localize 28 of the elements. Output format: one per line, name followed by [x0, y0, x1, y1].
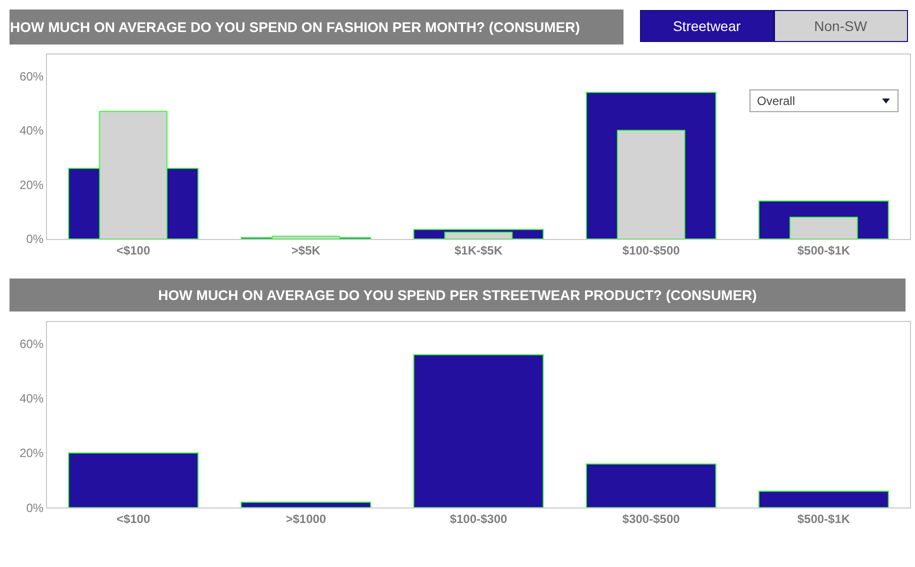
x-tick-label: $300-$500	[622, 512, 680, 526]
y-tick-label: 40%	[20, 392, 44, 406]
y-tick-label: 0%	[26, 232, 44, 246]
bar	[68, 452, 199, 508]
bar	[586, 463, 716, 508]
y-tick-label: 60%	[20, 69, 44, 84]
y-tick-label: 60%	[20, 337, 44, 352]
chart-title: HOW MUCH ON AVERAGE DO YOU SPEND ON FASHION PER MONTH? (CONSUMER)	[10, 19, 580, 35]
y-tick-label: 20%	[20, 178, 44, 192]
x-tick-label: <$100	[116, 512, 150, 526]
bar	[758, 490, 889, 508]
x-tick-label: $500-$1K	[797, 243, 850, 258]
x-tick-label: $500-$1K	[797, 512, 850, 526]
x-tick-label: >$5K	[291, 243, 321, 258]
x-tick-label: $100-$300	[450, 512, 508, 526]
x-tick-label: <$100	[116, 243, 150, 258]
annotation: Overall	[757, 94, 796, 108]
y-tick-label: 20%	[20, 446, 44, 460]
bar	[240, 502, 372, 508]
x-tick-label: $1K-$5K	[454, 243, 503, 258]
y-tick-label: 0%	[26, 500, 44, 515]
chart-title: HOW MUCH ON AVERAGE DO YOU SPEND PER STREETWEAR PRODUCT? (CONSUMER)	[158, 287, 757, 303]
text: Streetwear	[672, 18, 742, 34]
x-tick-label: >$1000	[286, 512, 326, 526]
text: Non-SW	[814, 18, 868, 34]
y-tick-label: 40%	[20, 124, 44, 138]
x-tick-label: $100-$500	[622, 243, 680, 258]
bar	[413, 354, 544, 508]
